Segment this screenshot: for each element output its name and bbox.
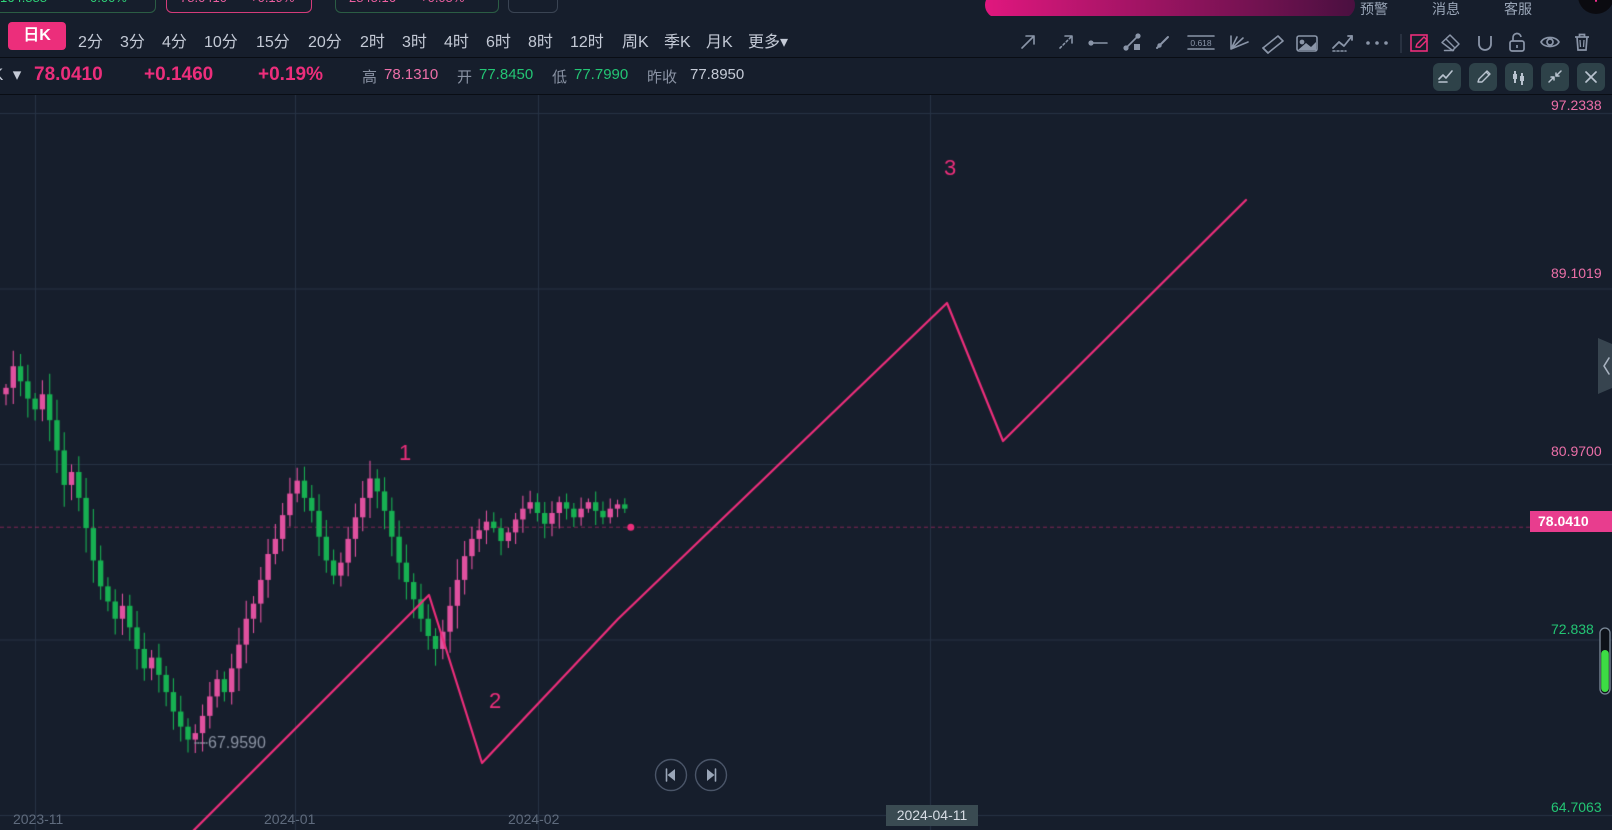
svg-text:0.618: 0.618 bbox=[1190, 38, 1212, 48]
